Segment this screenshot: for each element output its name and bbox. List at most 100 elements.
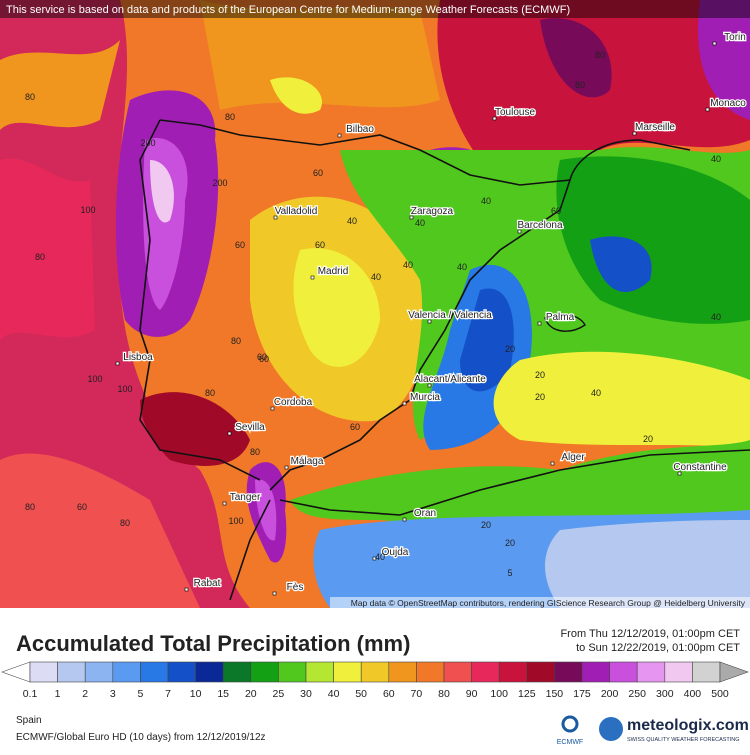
city-label: Alacant/Alicante (414, 374, 486, 385)
contour-label: 20 (643, 434, 653, 444)
city-marker (402, 517, 407, 522)
contour-label: 60 (315, 240, 325, 250)
city-marker (272, 591, 277, 596)
brand-tagline: SWISS QUALITY WEATHER FORECASTING (627, 737, 740, 743)
city-marker (427, 383, 432, 388)
legend-label: 1 (55, 688, 61, 700)
ecmwf-icon (561, 715, 579, 733)
legend-swatch (140, 661, 169, 683)
legend-swatch (443, 661, 472, 683)
city-marker (409, 215, 414, 220)
city-label: Alger (561, 452, 585, 463)
city-marker (284, 465, 289, 470)
period-to: to Sun 12/22/2019, 01:00pm CET (576, 642, 740, 654)
notice-bar (0, 0, 750, 18)
contour-label: 40 (371, 272, 381, 282)
model: ECMWF/Global Euro HD (10 days) from 12/1… (16, 732, 266, 743)
city-label: Barcelona (517, 220, 562, 231)
field (698, 0, 750, 120)
legend-swatch (719, 661, 749, 683)
legend-label: 40 (328, 688, 340, 700)
city-marker (492, 116, 497, 121)
legend-swatch (167, 661, 196, 683)
legend-swatch (305, 661, 334, 683)
city-marker (402, 401, 407, 406)
legend-swatch (471, 661, 500, 683)
field (545, 520, 750, 608)
legend-label: 20 (245, 688, 257, 700)
contour-label: 100 (80, 205, 95, 215)
contour-label: 80 (120, 518, 130, 528)
city-label: Sevilla (235, 422, 265, 433)
coastline (139, 119, 750, 601)
contour-label: 80 (250, 447, 260, 457)
legend-label: 15 (217, 688, 229, 700)
legend-swatch (692, 661, 721, 683)
city-marker (427, 319, 432, 324)
legend-label: 7 (165, 688, 171, 700)
legend-swatch (57, 661, 86, 683)
field (200, 0, 440, 110)
legend-label: 200 (601, 688, 619, 700)
island-outline (544, 313, 586, 332)
contour-label: 60 (350, 422, 360, 432)
legend-label: 2 (82, 688, 88, 700)
city-marker (712, 41, 717, 46)
legend-label: 80 (438, 688, 450, 700)
city-label: Málaga (291, 456, 324, 467)
city-marker (632, 131, 637, 136)
legend-swatch (664, 661, 693, 683)
legend-label: 30 (300, 688, 312, 700)
contour-label: 100 (117, 384, 132, 394)
ecmwf-logo: ECMWF (557, 739, 583, 746)
contour-label: 20 (535, 392, 545, 402)
contour-label: 5 (507, 568, 512, 578)
contour-label: 100 (228, 516, 243, 526)
legend-swatch (416, 661, 445, 683)
city-marker (337, 133, 342, 138)
city-label: Marseille (635, 122, 675, 133)
contour-label: 80 (225, 112, 235, 122)
contour-label: 40 (415, 218, 425, 228)
city-label: Torin (724, 32, 746, 43)
legend-label: 0.1 (23, 688, 38, 700)
contour-label: 80 (35, 252, 45, 262)
contour-label: 100 (87, 374, 102, 384)
field (590, 236, 652, 292)
contour-label: 20 (481, 520, 491, 530)
legend-swatch (333, 661, 362, 683)
contour-label: 40 (457, 262, 467, 272)
city-label: Cordoba (274, 397, 313, 408)
city-marker (550, 461, 555, 466)
field (0, 40, 120, 130)
city-marker (273, 215, 278, 220)
city-label: Lisboa (123, 352, 153, 363)
contour-label: 40 (347, 216, 357, 226)
city-label: Rabat (194, 578, 221, 589)
field (540, 18, 612, 98)
contour-label: 80 (595, 50, 605, 60)
legend-swatch (195, 661, 224, 683)
legend-label: 300 (656, 688, 674, 700)
city-marker (270, 406, 275, 411)
legend-swatch (636, 661, 666, 683)
city-marker (184, 587, 189, 592)
field (0, 453, 200, 608)
legend-label: 150 (546, 688, 564, 700)
field (270, 77, 322, 114)
legend-swatch (388, 661, 417, 683)
legend-swatch (609, 661, 638, 683)
atlantic-field (0, 0, 250, 608)
region: Spain (16, 715, 42, 726)
city-marker (115, 361, 120, 366)
city-label: Oujda (382, 547, 409, 558)
contour-label: 60 (257, 352, 267, 362)
city-label: Valencia / Valencia (408, 310, 492, 321)
legend-swatch (84, 661, 114, 683)
city-label: Madrid (318, 266, 349, 277)
contour-label: 40 (711, 312, 721, 322)
contour-label: 60 (551, 206, 561, 216)
city-label: Oran (414, 508, 436, 519)
contour-label: 80 (231, 336, 241, 346)
